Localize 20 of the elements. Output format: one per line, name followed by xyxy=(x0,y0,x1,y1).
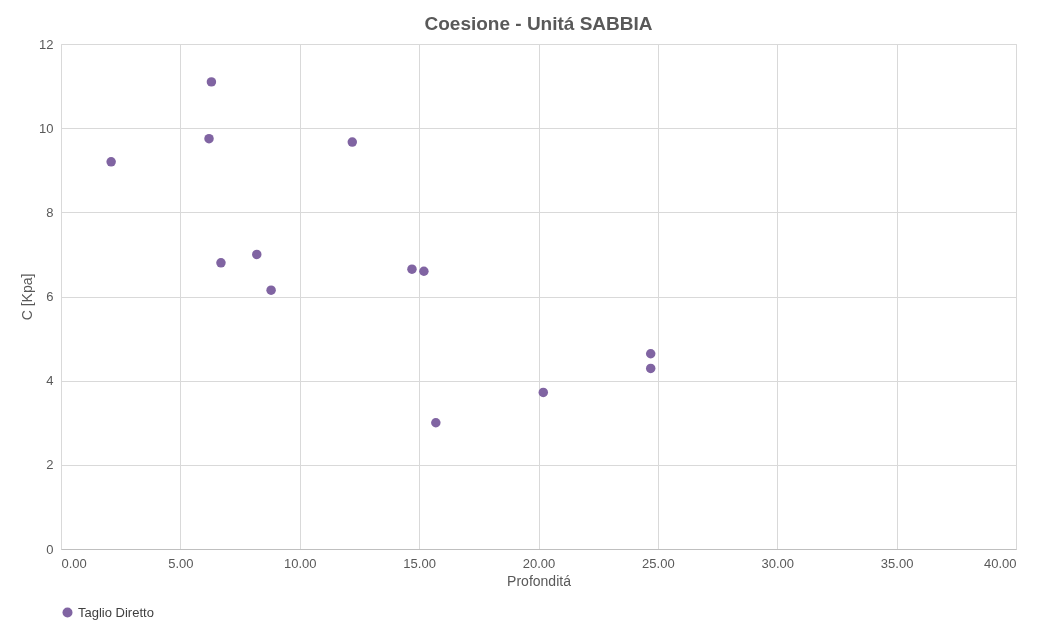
y-tick-label: 2 xyxy=(46,457,54,473)
x-tick-label: 35.00 xyxy=(880,555,914,571)
x-tick-label: 5.00 xyxy=(168,555,194,571)
y-tick-label: 6 xyxy=(46,289,54,304)
y-tick-label: 12 xyxy=(39,36,54,52)
x-tick-label: 20.00 xyxy=(522,555,556,571)
x-tick-label: 40.00 xyxy=(983,555,1017,571)
y-tick-label: 0 xyxy=(46,541,54,557)
x-tick-label: 25.00 xyxy=(642,555,675,571)
y-tick-label: 8 xyxy=(46,204,54,220)
x-axis-title: Profonditá xyxy=(507,572,572,589)
x-tick-label: 15.00 xyxy=(403,555,436,571)
x-tick-label: 10.00 xyxy=(283,555,317,571)
y-axis-title: C [Kpa] xyxy=(19,273,36,321)
x-tick-label: 30.00 xyxy=(761,555,795,571)
chart-title: Coesione - Unitá SABBIA xyxy=(424,13,653,34)
y-tick-label: 10 xyxy=(39,120,54,136)
x-tick-label: 0.00 xyxy=(61,555,87,571)
y-tick-label: 4 xyxy=(46,373,54,389)
legend-label: Taglio Diretto xyxy=(78,604,154,620)
